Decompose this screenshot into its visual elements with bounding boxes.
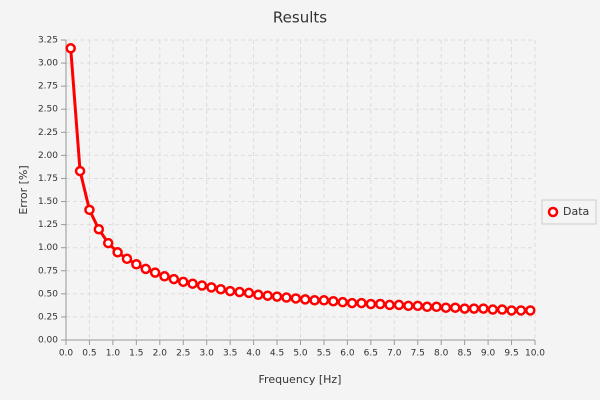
y-tick-label: 1.75 [38,174,58,184]
data-point [365,298,377,310]
data-point [487,304,499,315]
y-tick-label: 2.25 [38,128,58,138]
data-point [93,223,105,235]
data-point [318,295,330,306]
data-point [271,291,283,302]
y-tick-label: 0.50 [38,289,58,299]
data-point [215,283,227,295]
data-point [525,305,536,316]
data-point [421,301,433,313]
y-tick-label: 3.25 [38,36,58,46]
data-point [281,292,292,303]
x-tick-label: 3.5 [223,349,237,359]
data-point [149,267,161,278]
x-tick-label: 6.0 [340,349,355,359]
data-point [253,289,264,301]
x-tick-label: 10.0 [525,349,545,359]
data-point [496,304,508,315]
x-tick-label: 9.0 [481,349,496,359]
y-tick-label: 3.00 [38,59,58,69]
data-point [459,303,470,314]
data-point [206,282,217,293]
data-point [478,303,489,314]
y-tick-label: 2.75 [38,82,58,92]
data-point [346,297,358,309]
x-tick-label: 3.0 [200,349,215,359]
y-tick-label: 0.00 [38,336,58,346]
legend-marker [547,206,559,218]
data-point [290,293,302,304]
data-point [234,286,245,298]
chart-title: Results [273,9,327,27]
y-tick-label: 2.50 [38,105,58,115]
data-point [168,273,180,285]
x-tick-label: 2.5 [176,349,190,359]
x-tick-label: 4.5 [270,349,284,359]
data-point [178,276,189,288]
data-point [384,299,395,311]
data-point [140,263,151,275]
data-point [515,305,527,316]
data-point [506,305,517,316]
data-point [102,237,114,249]
x-tick-label: 7.5 [411,349,425,359]
x-tick-label: 1.0 [106,349,121,359]
x-tick-label: 6.5 [364,349,378,359]
data-point [84,204,95,216]
x-tick-label: 0.5 [82,349,96,359]
x-axis-label: Frequency [Hz] [259,373,342,386]
x-tick-label: 5.5 [317,349,331,359]
data-point [187,278,198,289]
x-tick-label: 7.0 [387,349,402,359]
data-point [65,43,76,54]
data-point [131,259,142,270]
data-point [431,301,442,313]
x-tick-label: 0.0 [59,349,74,359]
x-tick-label: 4.0 [246,349,261,359]
y-tick-label: 1.25 [38,220,58,230]
data-point [440,302,452,313]
y-tick-label: 0.75 [38,266,58,276]
x-tick-label: 1.5 [129,349,143,359]
data-point [328,295,339,307]
data-point [468,303,480,314]
x-tick-label: 9.5 [504,349,518,359]
data-point [412,300,423,312]
y-tick-label: 2.00 [38,151,58,161]
x-tick-label: 5.0 [293,349,308,359]
legend-box [541,199,597,225]
data-point [121,253,133,265]
x-tick-label: 8.5 [457,349,471,359]
data-point [196,280,208,291]
x-tick-label: 2.0 [153,349,168,359]
legend-label: Data [563,205,589,218]
data-point [112,247,123,258]
data-point [356,297,367,309]
data-point [337,296,348,308]
y-axis-label: Error [%] [17,165,30,214]
data-point [450,302,461,313]
y-tick-label: 1.50 [38,197,58,207]
data-point [243,287,255,299]
data-point [299,294,311,305]
y-tick-label: 1.00 [38,243,58,253]
data-point [374,298,386,310]
data-point [393,299,405,311]
data-point [159,271,170,282]
x-tick-label: 8.0 [434,349,449,359]
data-point [224,285,236,297]
data-point [309,295,320,306]
data-point [403,300,414,312]
data-point [74,165,86,177]
y-tick-label: 0.25 [38,312,58,322]
data-point [262,290,273,301]
